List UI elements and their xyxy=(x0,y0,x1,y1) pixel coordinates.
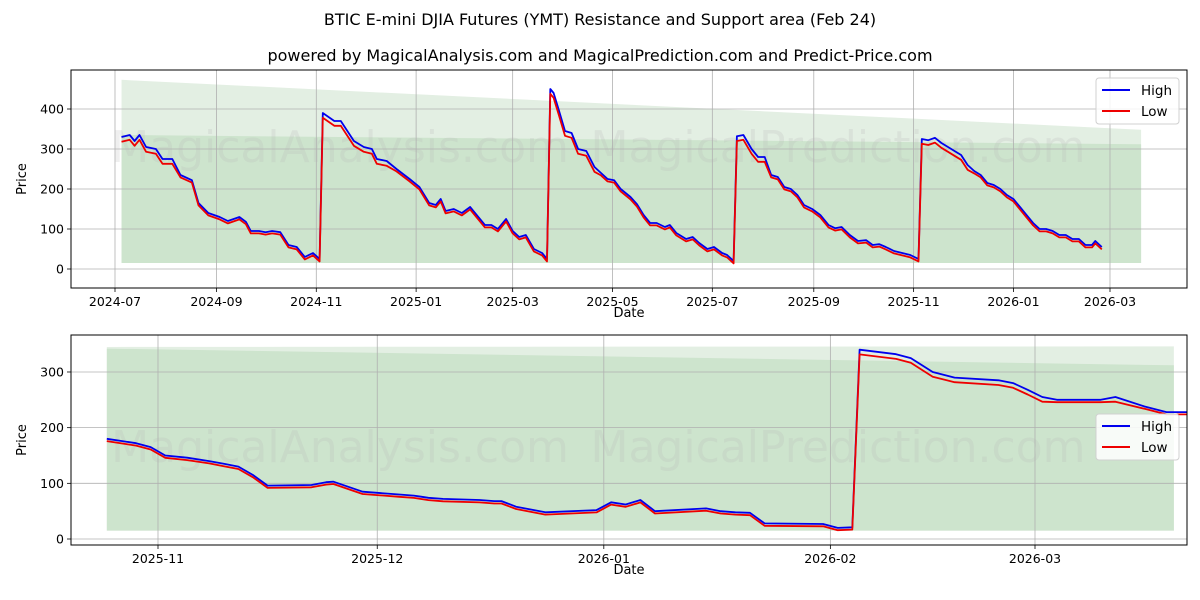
x-tick-label: 2025-03 xyxy=(487,294,539,309)
x-tick-label: 2026-03 xyxy=(1009,551,1061,566)
y-tick-label: 100 xyxy=(40,222,64,237)
y-tick-label: 400 xyxy=(40,102,64,117)
chart-panel-1: MagicalAnalysis.com MagicalPrediction.com… xyxy=(15,69,1188,321)
legend: High Low xyxy=(1095,413,1180,461)
axes-frame xyxy=(70,334,1188,546)
chart-panel-2: MagicalAnalysis.com MagicalPrediction.com… xyxy=(15,334,1188,578)
high-series-line xyxy=(121,88,1103,262)
chart-subtitle: powered by MagicalAnalysis.com and Magic… xyxy=(267,46,933,65)
y-tick-label: 0 xyxy=(56,532,64,547)
x-tick-label: 2025-05 xyxy=(586,294,638,309)
x-tick-label: 2026-01 xyxy=(987,294,1039,309)
x-tick-label: 2025-12 xyxy=(351,551,403,566)
x-tick-label: 2025-11 xyxy=(132,551,184,566)
watermark: MagicalAnalysis.com xyxy=(111,122,569,173)
watermark: MagicalPrediction.com xyxy=(591,422,1086,473)
x-tick-label: 2024-11 xyxy=(290,294,342,309)
y-axis-label: Price xyxy=(15,163,30,195)
low-series-line xyxy=(121,92,1103,265)
legend: High Low xyxy=(1095,77,1180,125)
low-series-line xyxy=(106,353,1187,532)
x-tick-label: 2026-03 xyxy=(1084,294,1136,309)
y-tick-label: 200 xyxy=(40,182,64,197)
y-tick-label: 300 xyxy=(40,142,64,157)
y-axis-label: Price xyxy=(15,424,30,456)
y-tick-label: 200 xyxy=(40,420,64,435)
x-tick-label: 2025-09 xyxy=(788,294,840,309)
x-tick-label: 2026-01 xyxy=(578,551,630,566)
legend-low-label: Low xyxy=(1141,440,1168,456)
y-tick-label: 300 xyxy=(40,364,64,379)
axes-frame xyxy=(70,69,1188,289)
chart-title: BTIC E-mini DJIA Futures (YMT) Resistanc… xyxy=(323,10,877,29)
high-series-line xyxy=(106,348,1187,529)
legend-low-label: Low xyxy=(1141,104,1168,120)
legend-high-label: High xyxy=(1141,83,1172,99)
x-tick-label: 2025-01 xyxy=(390,294,442,309)
watermark: MagicalAnalysis.com xyxy=(111,422,569,473)
y-tick-label: 100 xyxy=(40,476,64,491)
x-axis-label: Date xyxy=(613,306,644,321)
x-tick-label: 2024-07 xyxy=(89,294,141,309)
x-tick-label: 2024-09 xyxy=(190,294,242,309)
y-tick-label: 0 xyxy=(56,262,64,277)
watermark: MagicalPrediction.com xyxy=(591,122,1086,173)
x-tick-label: 2026-02 xyxy=(804,551,856,566)
x-tick-label: 2025-07 xyxy=(686,294,738,309)
x-tick-label: 2025-11 xyxy=(888,294,940,309)
x-axis-label: Date xyxy=(613,563,644,578)
legend-high-label: High xyxy=(1141,419,1172,435)
support-band xyxy=(106,348,1174,531)
